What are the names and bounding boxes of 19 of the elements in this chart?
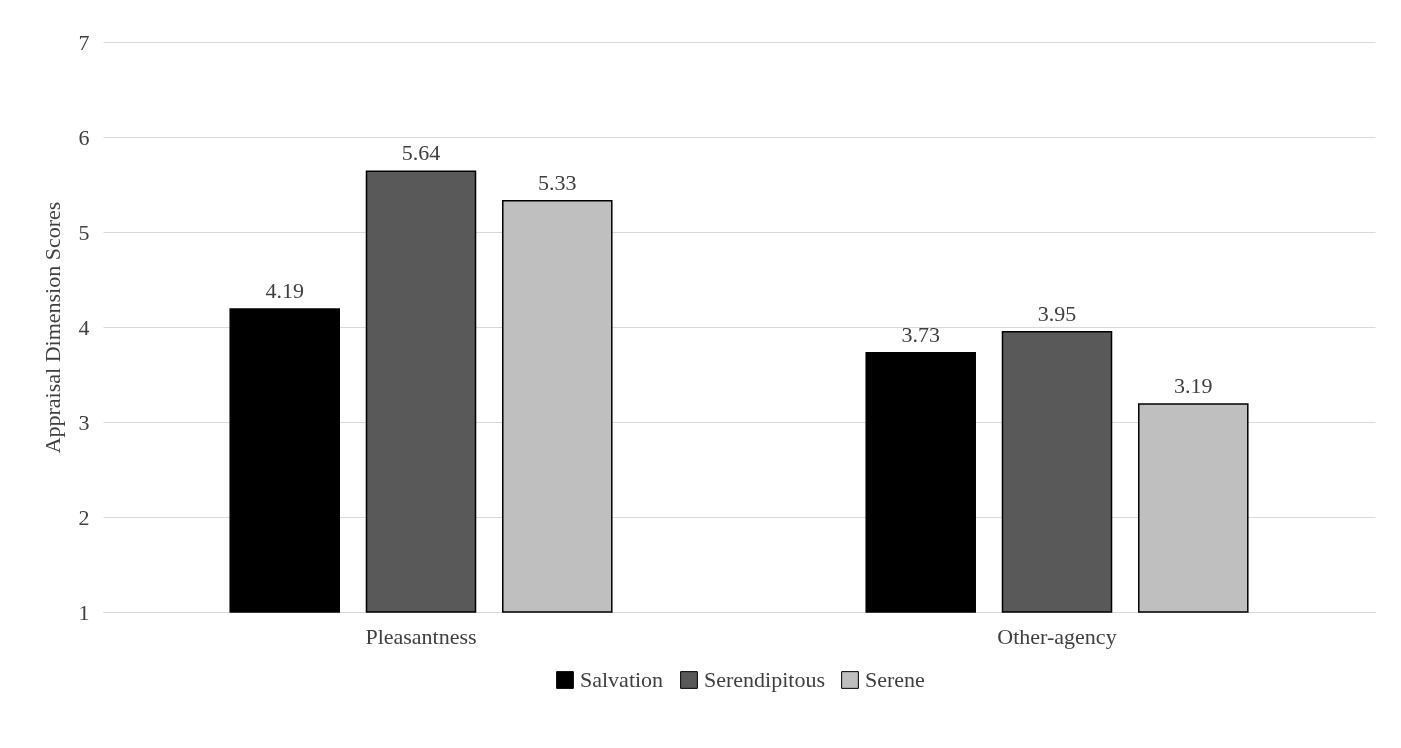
y-tick-label: 3 (78, 409, 90, 435)
data-label: 5.33 (538, 169, 577, 195)
x-tick-label: Pleasantness (365, 623, 477, 649)
y-tick-label: 6 (78, 124, 90, 150)
y-tick-label: 1 (78, 599, 90, 625)
y-tick-label: 7 (78, 29, 90, 55)
y-tick-label: 5 (78, 219, 90, 245)
data-label: 3.19 (1174, 372, 1213, 398)
data-label: 3.73 (901, 321, 940, 347)
data-label: 5.64 (401, 140, 441, 166)
y-tick-label: 4 (78, 314, 90, 340)
data-label: 3.95 (1037, 300, 1077, 326)
legend-label: Serene (865, 667, 925, 692)
y-tick-label: 2 (78, 504, 90, 530)
legend-label: Salvation (580, 667, 664, 692)
legend-label: Serendipitous (704, 667, 825, 692)
x-tick-label: Other-agency (997, 623, 1117, 649)
y-axis-title: Appraisal Dimension Scores (39, 201, 65, 454)
data-label: 4.19 (265, 277, 304, 303)
